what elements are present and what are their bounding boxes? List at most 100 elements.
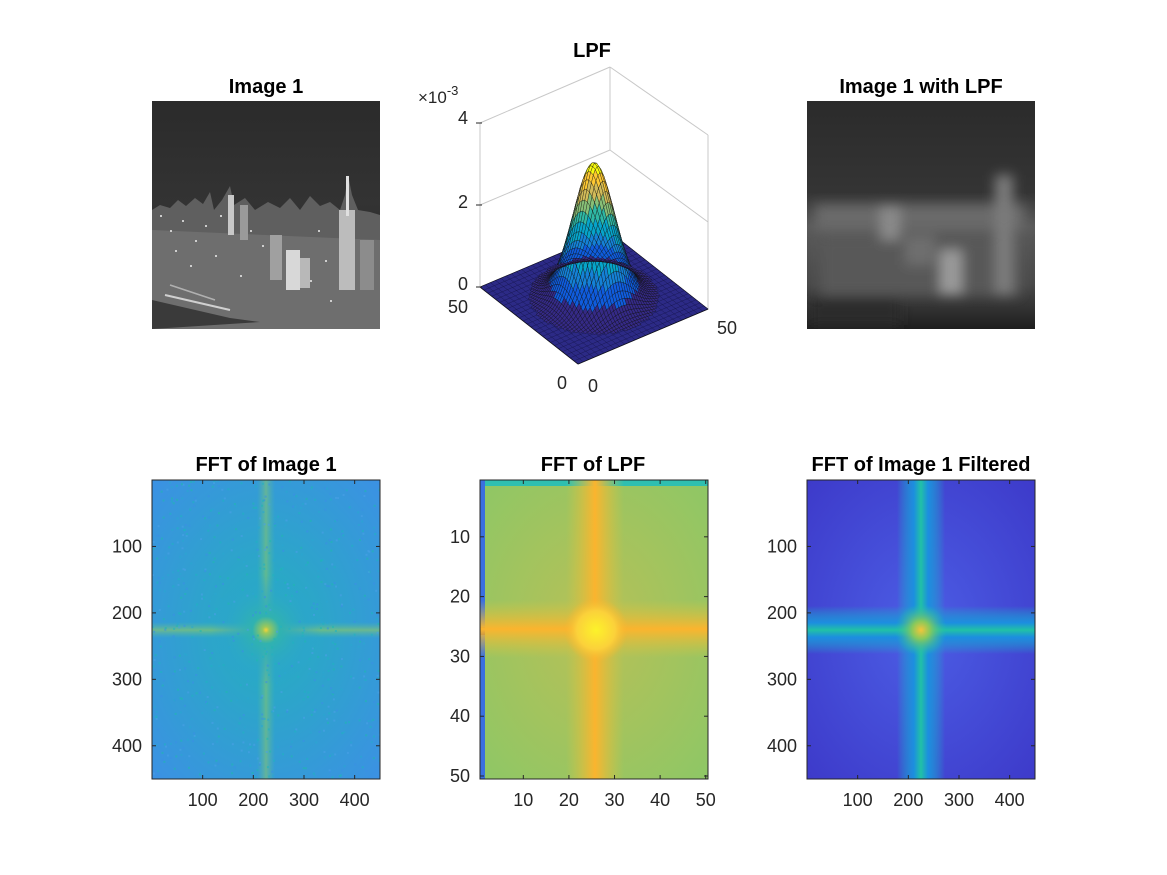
fft-image1-speckle [202,752,205,755]
lpf-mesh-line [479,286,579,365]
fft-image1-speckle [208,616,211,619]
fft-image1-speckle [227,488,230,491]
fft-image1-speckle [274,517,277,520]
fft-image1-speckle [261,713,264,716]
fft-image1-speckle [376,613,379,616]
fft-image1-speckle [363,495,366,497]
fft-image1-speckle [281,486,284,489]
fft-image1-speckle [194,497,197,500]
fft-image1-speckle [268,552,271,555]
fft-image1-speckle [191,636,194,639]
fft-image1-speckle [261,717,264,720]
fft-image1-speckle [364,490,367,493]
fft-image1-speckle [207,495,210,498]
lpf-z-exponent: ×10-3 [418,83,458,107]
fft-image1-speckle [184,524,187,526]
panel-fft-lpf: FFT of LPF 10 20 30 40 50 10 20 30 40 50 [450,454,716,810]
fft-image1-speckle [298,620,301,623]
fft-image1-speckle [342,534,345,537]
fft-image1-speckle [257,738,259,741]
fft-image1-speckle [204,570,207,573]
fft-image1-speckle [273,523,276,526]
fft-image1-speckle [301,502,304,505]
lpf-mesh-line [490,282,589,360]
fft-image1-speckle [356,559,359,562]
fft-image1-speckle [259,567,262,570]
fft-image1-speckle [242,512,245,515]
fft-image1-speckle [163,743,166,746]
fft-filtered-frame [806,479,1036,780]
fft-image1-speckle [261,482,264,485]
fft-image1-speckle [365,770,368,772]
fft-image1-speckle [369,726,372,728]
fft-image1-speckle [348,506,351,509]
fft-image1-speckle [162,679,165,682]
fft-image1-speckle [181,547,184,550]
fft-image1-speckle [222,582,224,585]
fft-image1-speckle [153,587,156,590]
fft-image1-speckle [176,541,179,544]
fft-image1-speckle [195,692,198,695]
fft-image1-speckle [218,512,220,515]
fft-image1-speckle [227,602,230,605]
fft-image1-speckle [268,775,271,778]
fft-image1-heatmap [152,480,380,779]
fft-image1-speckle [266,669,269,672]
fft-image1-speckle [170,486,173,489]
fft-image1-speckle [320,581,323,583]
fft-image1-speckle [181,697,183,700]
fft-image1-speckle [332,668,335,671]
fft-image1-speckle [191,626,194,629]
fft-image1-speckle [221,488,224,491]
fft-image1-speckle [275,581,278,584]
fft-image1-speckle [162,516,165,519]
fft-image1-speckle [375,618,378,621]
fft-image1-speckle [282,753,284,756]
fft-image1-speckle [211,652,214,654]
fft-image1-speckle [182,568,185,571]
fft-image1-speckle [164,627,167,629]
fft-image1-speckle [265,681,268,684]
image1-picture [152,101,380,329]
fft-image1-speckle [366,557,369,560]
fft-image1-speckle [292,505,295,508]
fft-image1-speckle [361,766,364,769]
fft-image1-speckle [214,764,217,767]
fft-image1-speckle [176,527,179,530]
fft-image1-speckle [242,731,245,734]
fft-image1-speckle [293,556,296,559]
fft-image1-speckle [261,590,264,593]
fft-image1-speckle [367,720,370,722]
fft-image1-speckle [156,774,159,777]
fft-image1-speckle [266,766,269,769]
fft-image1-speckle [167,552,170,555]
fft-image1-speckle [237,558,240,561]
fft-image1-speckle [328,539,331,542]
fft-image1-speckle [160,695,163,698]
fft-image1-speckle [207,529,210,532]
fft-image1-speckle [208,573,211,576]
fft-image1-speckle [371,662,374,665]
fft-image1-speckle [161,751,164,754]
fft-image1-speckle [173,767,176,770]
fft-image1-speckle [326,627,329,630]
fft-image1-speckle [152,665,155,668]
fft-image1-speckle [188,660,191,663]
fft-image1-speckle [231,763,234,766]
fft-image1-speckle [233,766,236,769]
fft-image1-speckle [213,482,215,485]
fft-image1-speckle [330,540,333,543]
fft-image1-speckle [182,539,184,542]
fft-image1-speckle [205,680,208,683]
fft-image1-speckle [166,488,169,491]
fft-image1-speckle [183,610,186,613]
fft-image1-speckle [354,583,357,585]
fft-image1-speckle [249,745,252,748]
fft-image1-speckle [373,504,376,507]
fft-image1-speckle [289,600,292,603]
fft-image1-speckle [314,774,317,777]
fft-image1-speckle [172,635,175,638]
fft-image1-speckle [330,549,333,552]
fft-image1-speckle [317,569,320,572]
fft-image1-speckle [376,559,379,562]
